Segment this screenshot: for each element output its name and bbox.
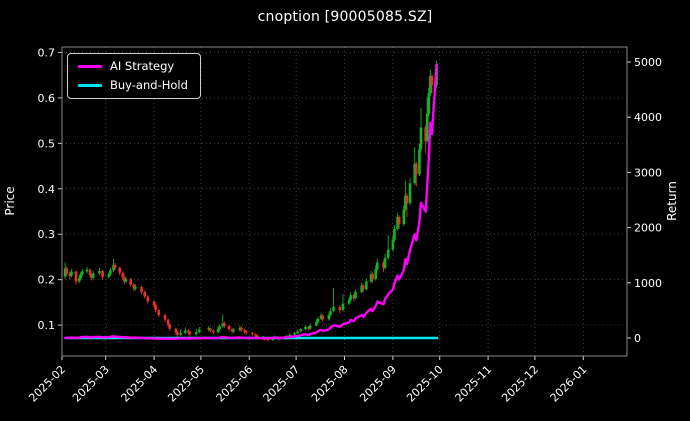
- svg-text:0.5: 0.5: [38, 137, 56, 150]
- candlesticks: [63, 60, 438, 342]
- return-axis-label: Return: [665, 181, 679, 221]
- buy-and-hold-swatch: [78, 83, 102, 87]
- svg-text:0.1: 0.1: [38, 319, 56, 332]
- svg-text:2025-04: 2025-04: [119, 363, 161, 405]
- svg-text:2025-03: 2025-03: [70, 363, 112, 405]
- svg-text:2025-10: 2025-10: [404, 363, 446, 405]
- svg-text:0.3: 0.3: [38, 228, 56, 241]
- svg-text:0.7: 0.7: [38, 46, 56, 59]
- axes: 0.1 0.2 0.3 0.4 0.5 0.6 0.7 0 1000 2000 3000 4000 50…: [26, 46, 662, 404]
- svg-text:5000: 5000: [634, 56, 662, 69]
- ai-strategy-line: [63, 63, 438, 340]
- svg-text:4000: 4000: [634, 111, 662, 124]
- svg-text:2025-09: 2025-09: [357, 363, 399, 405]
- legend: AI Strategy Buy-and-Hold: [67, 53, 201, 99]
- legend-item-ai-strategy: AI Strategy: [78, 59, 188, 73]
- svg-text:3000: 3000: [634, 166, 662, 179]
- svg-text:2025-06: 2025-06: [214, 363, 256, 405]
- svg-text:2025-12: 2025-12: [499, 363, 541, 405]
- legend-label-ai-strategy: AI Strategy: [110, 59, 175, 73]
- svg-text:0: 0: [634, 332, 641, 345]
- legend-item-buy-and-hold: Buy-and-Hold: [78, 77, 188, 92]
- overlay-lines: [63, 63, 439, 340]
- svg-text:2025-11: 2025-11: [453, 363, 495, 405]
- svg-text:2025-07: 2025-07: [261, 363, 303, 405]
- svg-text:0.4: 0.4: [38, 183, 56, 196]
- chart-title: cnoption [90005085.SZ]: [257, 9, 433, 25]
- svg-text:0.6: 0.6: [38, 92, 56, 105]
- svg-text:1000: 1000: [634, 277, 662, 290]
- price-axis-label: Price: [3, 186, 17, 215]
- svg-text:2025-05: 2025-05: [165, 363, 207, 405]
- svg-text:2025-08: 2025-08: [309, 363, 351, 405]
- svg-text:2026-01: 2026-01: [548, 363, 590, 405]
- svg-text:0.2: 0.2: [38, 274, 56, 287]
- ai-strategy-swatch: [78, 65, 102, 69]
- svg-text:2025-02: 2025-02: [26, 363, 68, 405]
- svg-text:2000: 2000: [634, 222, 662, 235]
- legend-label-buy-and-hold: Buy-and-Hold: [110, 77, 188, 92]
